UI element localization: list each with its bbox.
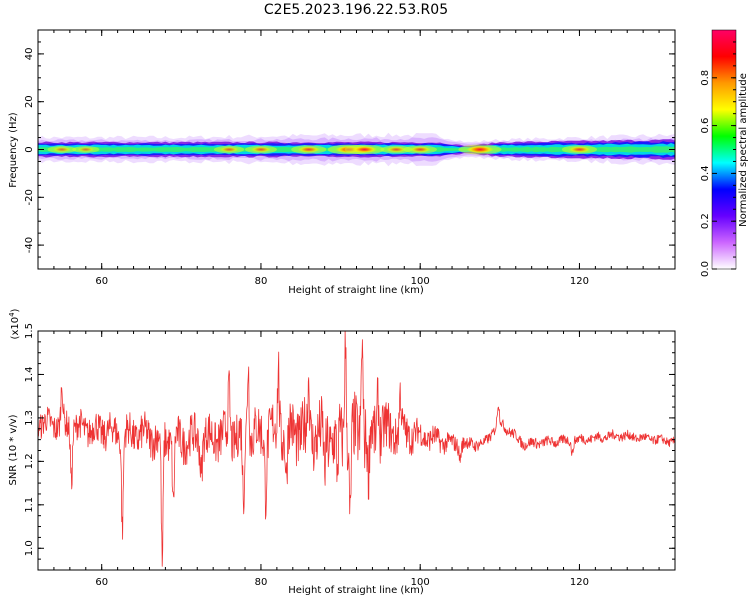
snr-panel: 60 80 100 120 1.0 1.1 1.2 1.3 1.4 1.5 Height of s…	[8, 308, 676, 596]
colorbar-tick-label: 0.8	[700, 70, 711, 86]
spectrogram-hotspot	[297, 146, 320, 153]
spectrogram-hotspot	[568, 146, 591, 153]
spectrogram-panel: 60 80 100 120 -40 -20 0 20 40 Height of straight…	[8, 29, 676, 296]
spectrogram-hotspot	[386, 146, 407, 153]
spectrogram-hotspot	[250, 146, 271, 153]
snr-scale-factor: (x104)	[8, 308, 21, 339]
spectrogram-hotspot	[351, 145, 377, 154]
snr-ticks: 60 80 100 120 1.0 1.1 1.2 1.3 1.4 1.5	[24, 323, 676, 588]
spectrogram-y-tick-label: -40	[24, 237, 35, 253]
colorbar-tick-label: 0.4	[700, 165, 711, 181]
colorbar-tick-label: 0.0	[700, 261, 711, 277]
snr-y-tick-label: 1.3	[24, 410, 35, 426]
spectrogram-y-label: Frequency (Hz)	[8, 112, 19, 188]
colorbar: 0.0 0.2 0.4 0.6 0.8 Normalized spectral ampl…	[700, 29, 749, 277]
spectrogram-x-label: Height of straight line (km)	[288, 285, 424, 296]
spectrogram-x-tick-label: 120	[570, 276, 589, 287]
colorbar-tick-label: 0.2	[700, 213, 711, 229]
snr-x-tick-label: 80	[255, 577, 268, 588]
spectrogram-hotspot	[52, 146, 71, 153]
snr-y-tick-label: 1.4	[24, 367, 35, 383]
snr-y-tick-label: 1.1	[24, 497, 35, 513]
spectrogram-x-tick-label: 100	[411, 276, 430, 287]
snr-content	[38, 331, 675, 567]
figure-title: C2E5.2023.196.22.53.R05	[264, 2, 448, 18]
snr-x-tick-label: 120	[570, 577, 589, 588]
snr-series-line	[38, 331, 675, 567]
snr-x-tick-label: 100	[411, 577, 430, 588]
snr-x-tick-label: 60	[95, 577, 108, 588]
spectrogram-y-tick-label: -20	[24, 189, 35, 205]
colorbar-bar	[711, 29, 737, 270]
spectrogram-hotspot	[219, 146, 239, 153]
spectrogram-hotspot	[409, 146, 431, 153]
spectrogram-content	[38, 132, 675, 167]
snr-y-label: SNR (10 * v/v)	[8, 414, 19, 485]
spectrogram-ticks: 60 80 100 120 -40 -20 0 20 40	[24, 29, 676, 287]
spectrogram-x-tick-label: 80	[255, 276, 268, 287]
snr-scale-label: (x10	[10, 317, 21, 340]
snr-scale-exponent: 4	[8, 312, 16, 317]
snr-x-label: Height of straight line (km)	[288, 585, 424, 596]
colorbar-ticks: 0.0 0.2 0.4 0.6 0.8	[700, 41, 736, 277]
spectrogram-y-tick-label: 0	[24, 146, 35, 152]
snr-scale-close: )	[10, 308, 21, 312]
snr-y-tick-label: 1.2	[24, 453, 35, 469]
spectrogram-x-tick-label: 60	[95, 276, 108, 287]
snr-frame	[37, 330, 676, 571]
spectrogram-y-tick-label: 40	[24, 48, 35, 61]
snr-y-tick-label: 1.0	[24, 540, 35, 556]
spectrogram-hotspot	[77, 146, 95, 153]
colorbar-tick-label: 0.6	[700, 118, 711, 134]
colorbar-label: Normalized spectral amplitude	[738, 73, 749, 227]
spectrogram-y-tick-label: 20	[24, 95, 35, 108]
spectrogram-hotspot	[466, 145, 494, 154]
snr-y-tick-label: 1.5	[24, 323, 35, 339]
